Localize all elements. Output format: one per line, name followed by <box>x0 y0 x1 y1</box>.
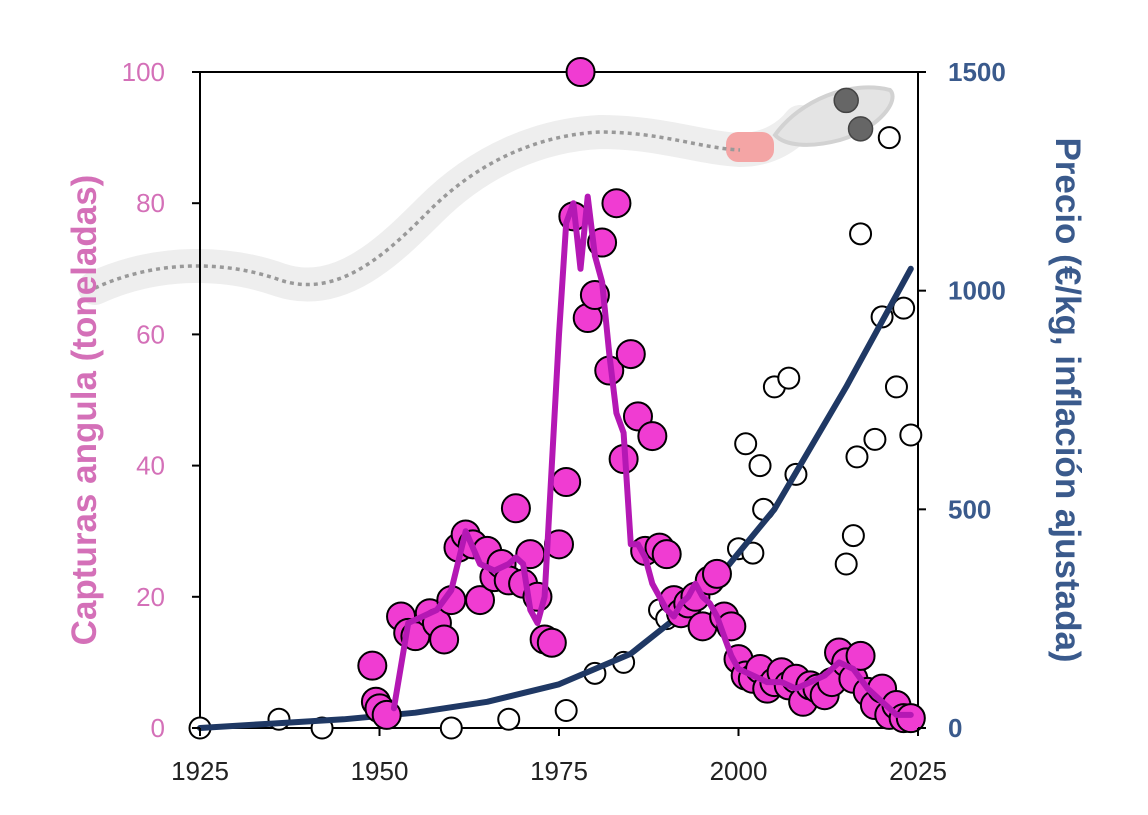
x-tick-label: 1975 <box>530 756 588 786</box>
y-axis-left-label: Capturas angula (toneladas) <box>65 175 104 646</box>
x-tick-label: 2025 <box>889 756 947 786</box>
catch-point <box>637 421 668 452</box>
eel-lateral-line <box>94 130 741 290</box>
catch-point <box>845 640 876 671</box>
y-right-tick-label: 1000 <box>948 276 1006 306</box>
catch-point <box>357 650 388 681</box>
eel-gill <box>726 132 774 162</box>
price-point <box>849 222 873 246</box>
price-point <box>877 126 901 150</box>
price-point <box>841 524 865 548</box>
price-highlight-point <box>847 116 874 142</box>
y-right-tick-label: 1500 <box>948 57 1006 87</box>
catch-point <box>565 57 596 87</box>
price-highlight-point <box>833 87 859 114</box>
y-left-tick-label: 100 <box>122 57 165 87</box>
price-trend-group <box>197 265 914 731</box>
x-tick-label: 1925 <box>171 756 229 786</box>
catch-line <box>390 193 914 718</box>
catch-point <box>651 539 682 570</box>
price-point <box>734 432 758 456</box>
price-point <box>884 375 908 399</box>
eel-head <box>772 85 895 147</box>
price-point <box>834 552 858 576</box>
x-tick-label: 2000 <box>710 756 768 786</box>
catch-point <box>429 624 460 655</box>
y-right-tick-label: 500 <box>948 494 991 524</box>
price-point <box>439 716 463 740</box>
catch-point <box>895 703 926 734</box>
price-point <box>748 454 772 478</box>
y-left-tick-label: 40 <box>136 451 165 481</box>
price-trend-line <box>197 265 914 731</box>
price-point <box>899 423 923 447</box>
catch-point <box>601 188 632 219</box>
y-left-tick-label: 0 <box>151 713 165 743</box>
price-point <box>863 427 887 451</box>
catch-point <box>701 558 732 589</box>
y-axis-right-label: Precio (€/kg, inflación ajustada) <box>1048 137 1087 662</box>
catch-point <box>551 467 582 497</box>
y-left-tick-label: 20 <box>136 582 165 612</box>
y-left-tick-label: 60 <box>136 319 165 349</box>
y-left-tick-label: 80 <box>136 188 165 218</box>
price-point <box>845 445 869 469</box>
y-right-tick-label: 0 <box>948 713 962 743</box>
catch-point <box>615 339 646 370</box>
price-point <box>777 366 801 390</box>
x-tick-label: 1950 <box>351 756 409 786</box>
catch-line-group <box>390 193 914 718</box>
price-point <box>892 296 916 320</box>
price-point <box>497 707 521 731</box>
price-point <box>554 699 578 723</box>
catch-point <box>536 627 567 658</box>
eel-illustration <box>78 85 895 305</box>
catch-point <box>500 493 531 524</box>
highlight-points-group <box>833 87 874 142</box>
axes-group: 1925 1950 1975 2000 202502040608010005001000… <box>122 57 1006 786</box>
catch-point <box>465 585 496 616</box>
